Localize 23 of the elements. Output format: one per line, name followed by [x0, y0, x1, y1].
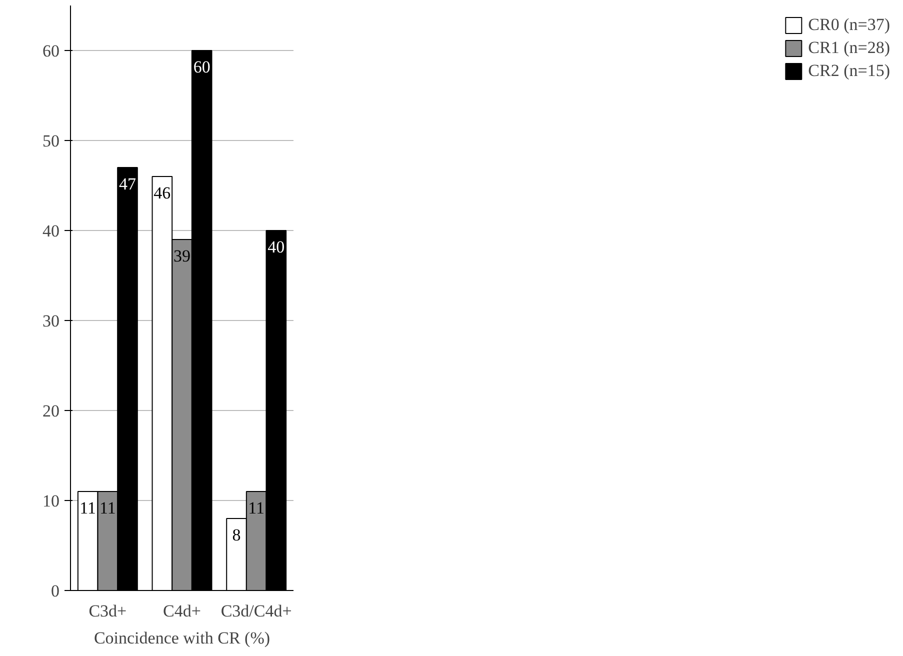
y-tick-label: 10 — [42, 492, 60, 510]
data-label: 11 — [248, 498, 265, 518]
y-tick-label: 40 — [42, 222, 60, 240]
data-label: 47 — [118, 174, 136, 194]
data-label: 11 — [80, 498, 96, 518]
legend-label: CR2 (n=15) — [808, 61, 890, 81]
data-label: 8 — [232, 526, 241, 544]
data-label: 11 — [99, 498, 116, 518]
data-label: 40 — [268, 238, 285, 256]
y-tick-label: 60 — [42, 42, 60, 60]
y-tick-label: 50 — [42, 132, 60, 150]
y-tick-label: 20 — [42, 402, 60, 420]
data-label: 60 — [193, 58, 210, 76]
x-tick-label: C3d+ — [88, 602, 127, 620]
legend-label: CR1 (n=28) — [808, 38, 890, 58]
legend-label: CR0 (n=37) — [808, 15, 890, 35]
x-tick-label: C4d+ — [163, 602, 201, 620]
x-tick-label: C3d/C4d+ — [220, 602, 292, 620]
data-label: 46 — [154, 184, 171, 202]
x-axis-title: Coincidence with CR (%) — [94, 628, 270, 648]
y-tick-label: 0 — [51, 582, 60, 600]
y-tick-label: 30 — [42, 312, 60, 330]
data-label: 39 — [174, 246, 190, 266]
